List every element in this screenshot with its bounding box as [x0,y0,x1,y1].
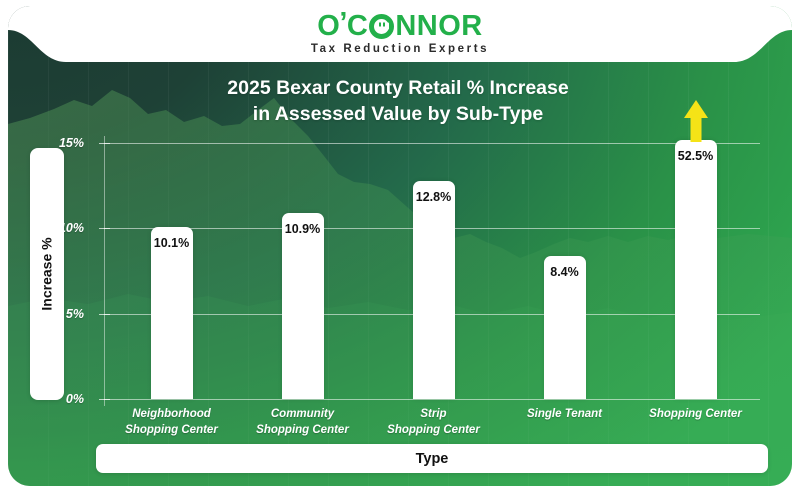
x-axis-tick-label: Single Tenant [527,408,602,420]
y-axis-tick [99,399,110,400]
logo-banner: O’ C NNOR Tax Reduction Experts [8,6,792,68]
x-axis-tick-label: Shopping Center [649,408,742,420]
y-axis-title-box: Increase % [30,148,64,400]
x-axis-tick-label: Neighborhood Shopping Center [125,408,218,436]
y-axis-tick-label: 0% [65,392,84,406]
y-axis-tick [99,228,110,230]
x-axis-tick-label: Strip Shopping Center [387,408,480,436]
bar[interactable] [674,140,717,399]
y-axis-tick-label: 5% [65,306,84,321]
logo-tagline: Tax Reduction Experts [310,42,490,55]
chart-title-line2: in Assessed Value by Sub-Type [252,102,544,125]
y-gridline [104,143,760,144]
logo-banner-shape [8,6,792,62]
bar[interactable] [543,255,586,399]
chart-title-line1: 2025 Bexar County Retail % Increase [227,77,569,99]
chart-card: O’ C NNOR Tax Reduction Experts 2025 Bexar… [8,6,792,486]
x-axis-title: Type [415,450,449,467]
logo-text-nnor: NNOR [395,9,483,42]
x-axis-tick-label: Community Shopping Center [256,408,349,436]
bar-value-label: 10.1% [153,235,190,250]
y-axis-title: Increase % [39,237,56,311]
logo-text-o: O [317,9,341,42]
y-axis-tick-label: 15% [58,136,84,150]
plot-area: 0% 5% 10% 15% 10.1% Neighborhood Shopping Cent… [8,6,792,486]
bar-value-label: 52.5% [677,149,714,163]
logo-wordmark: O’ C NNOR [317,6,483,42]
logo[interactable]: O’ C NNOR Tax Reduction Experts [8,8,792,58]
decorative-area-silhouette [8,90,792,486]
bar[interactable] [412,180,455,399]
x-axis-title-box: Type [96,444,768,473]
up-arrow-icon [683,100,708,142]
y-gridline [104,399,760,400]
bar-value-label: 10.9% [284,221,321,236]
bar-value-label: 12.8% [415,189,452,204]
y-axis-tick [99,313,110,315]
bar[interactable] [281,212,324,399]
logo-apostrophe: ’ [339,6,348,39]
bar[interactable] [150,226,193,399]
bar-value-label: 8.4% [550,264,579,279]
logo-text-c: C [346,9,369,42]
y-axis-tick-label: 10% [58,221,84,236]
y-axis-line [104,136,105,406]
logo-building-o-icon [369,13,395,39]
chart-title: 2025 Bexar County Retail % Increase in A… [178,76,618,127]
y-axis-tick [99,143,110,144]
